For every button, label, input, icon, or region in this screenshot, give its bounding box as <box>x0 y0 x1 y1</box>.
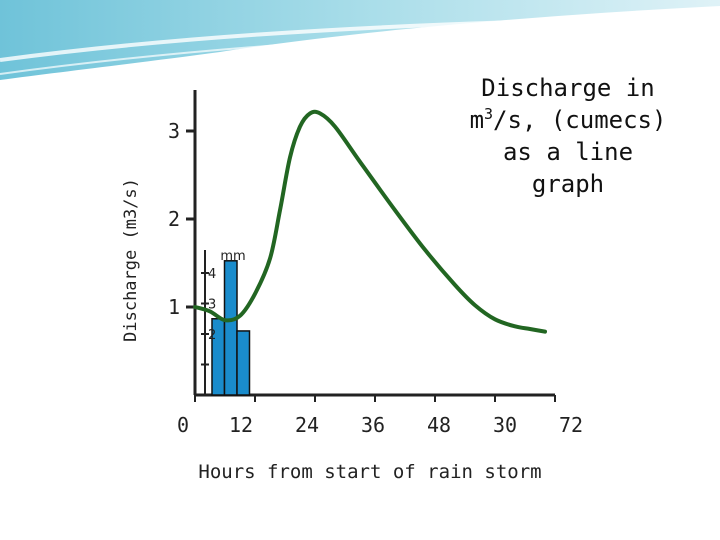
x-tick-label: 0 <box>177 413 189 437</box>
title-suffix: /s, (cumecs) as a line graph <box>493 106 667 198</box>
rain-unit-label: mm <box>220 249 245 264</box>
rainfall-bars <box>211 260 251 396</box>
y-axis-label: Discharge (m3/s) <box>121 178 141 342</box>
y-tick-label: 1 <box>168 295 180 319</box>
x-tick-label: 12 <box>229 413 253 437</box>
hydrograph-series <box>193 109 547 334</box>
rainfall-ticks: 2 3 4 <box>201 267 216 366</box>
y-tick-label: 2 <box>168 207 180 231</box>
rain-tick-label: 4 <box>208 267 216 282</box>
rainfall-bar <box>223 260 238 396</box>
x-tick-label: 48 <box>427 413 451 437</box>
rainfall-bar <box>236 330 251 396</box>
x-tick-label: 36 <box>361 413 385 437</box>
x-tick-label: 30 <box>493 413 517 437</box>
x-axis-label: Hours from start of rain storm <box>198 461 541 483</box>
y-ticks: 1 2 3 <box>168 119 195 319</box>
discharge-line <box>193 109 547 334</box>
header-decoration <box>0 0 720 80</box>
y-tick-label: 3 <box>168 119 180 143</box>
slide-title: Discharge in m3/s, (cumecs) as a line gr… <box>462 72 674 200</box>
rain-tick-label: 3 <box>208 298 216 313</box>
x-tick-label: 24 <box>295 413 319 437</box>
title-superscript: 3 <box>484 105 494 123</box>
x-ticks: 0 12 24 36 48 30 72 <box>177 395 583 437</box>
rain-tick-label: 2 <box>208 328 216 343</box>
title-prefix: Discharge in m <box>469 74 655 134</box>
x-tick-label: 72 <box>559 413 583 437</box>
